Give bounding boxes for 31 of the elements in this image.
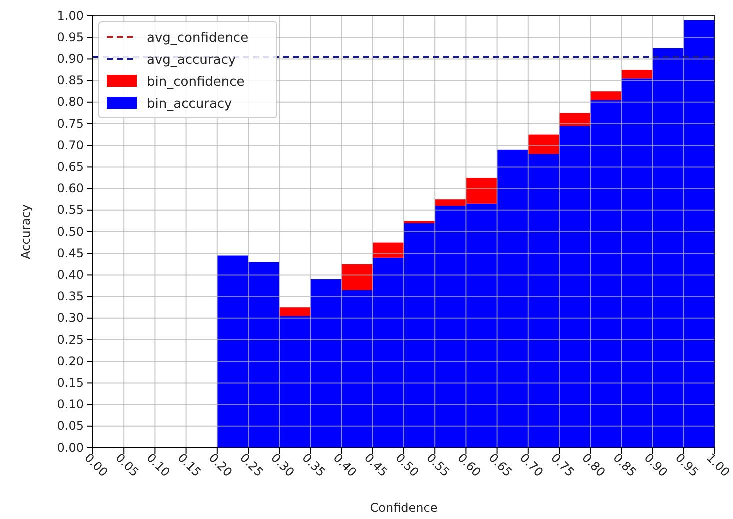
y-tick-label: 0.45 xyxy=(57,246,84,260)
y-tick-label: 0.70 xyxy=(57,138,84,152)
y-tick-label: 0.90 xyxy=(57,52,84,66)
bar xyxy=(342,264,373,290)
bar xyxy=(590,92,622,100)
bar xyxy=(280,308,311,316)
y-tick-label: 0.65 xyxy=(57,160,84,174)
bar xyxy=(622,70,653,79)
y-tick-label: 0.55 xyxy=(57,203,84,218)
y-tick-label: 0.05 xyxy=(57,419,84,434)
y-tick-label: 0.20 xyxy=(57,354,84,368)
y-tick-label: 0.80 xyxy=(57,95,84,110)
x-axis-title: Confidence xyxy=(370,501,438,515)
y-tick-label: 0.00 xyxy=(57,440,84,455)
legend-label: avg_confidence xyxy=(147,31,249,46)
y-tick-label: 0.85 xyxy=(57,74,84,88)
y-axis-title: Accuracy xyxy=(19,204,33,260)
y-tick-label: 0.25 xyxy=(57,332,84,347)
y-tick-label: 0.40 xyxy=(57,268,84,282)
y-tick-label: 0.50 xyxy=(57,224,84,239)
y-tick-label: 0.35 xyxy=(57,290,84,304)
y-tick-label: 0.30 xyxy=(57,311,84,326)
y-tick-label: 0.75 xyxy=(57,116,84,131)
y-tick-label: 0.10 xyxy=(57,398,84,412)
legend-label: avg_accuracy xyxy=(147,53,236,68)
legend-label: bin_confidence xyxy=(147,75,245,90)
legend-label: bin_accuracy xyxy=(147,97,233,112)
y-tick-label: 0.95 xyxy=(57,30,84,44)
y-tick-label: 1.00 xyxy=(57,8,84,23)
y-tick-label: 0.15 xyxy=(57,376,84,390)
y-tick-label: 0.60 xyxy=(57,182,84,196)
